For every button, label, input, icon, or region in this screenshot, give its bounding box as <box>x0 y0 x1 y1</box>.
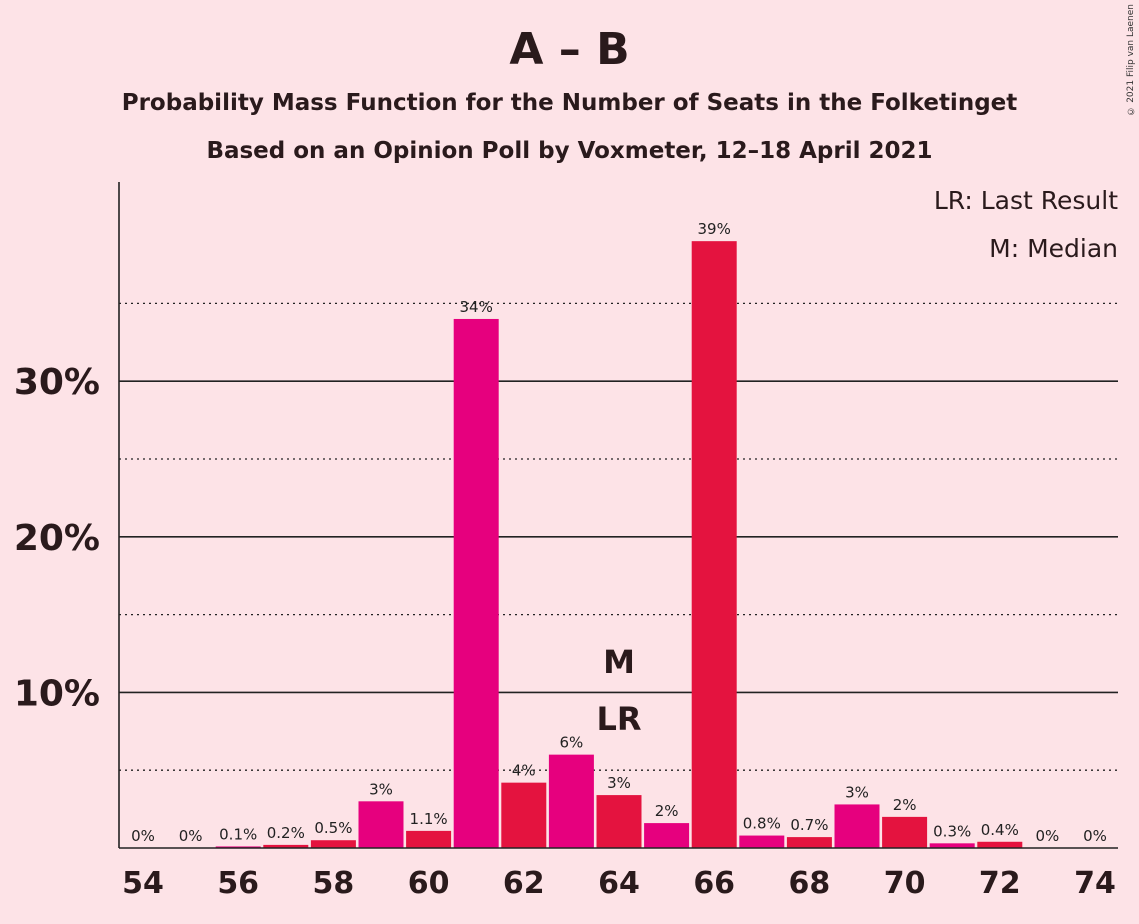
x-tick-label: 72 <box>979 866 1021 901</box>
x-tick-label: 60 <box>408 866 450 901</box>
median-marker-background <box>593 640 645 680</box>
x-tick-label: 58 <box>313 866 355 901</box>
bar-seat-58 <box>310 840 356 848</box>
bar-label-seat-56: 0.1% <box>219 825 257 843</box>
bar-label-seat-74: 0% <box>1083 827 1107 845</box>
bars <box>215 241 1023 849</box>
bar-label-seat-54: 0% <box>131 827 155 845</box>
bar-label-seat-62: 4% <box>512 762 536 780</box>
bar-seat-61 <box>453 318 499 849</box>
bar-label-seat-61: 34% <box>460 298 493 316</box>
bar-label-seat-55: 0% <box>179 827 203 845</box>
bar-label-seat-60: 1.1% <box>410 810 448 828</box>
y-tick-label: 10% <box>14 673 100 714</box>
last-result-marker: LR <box>596 700 641 738</box>
bar-value-labels: 0% 0% 0.1% 0.2% 0.5% 3% 1.1% 34% 4% 6% 3% 2% 39% 0.8%… <box>131 220 1107 845</box>
last-result-marker-background <box>589 697 649 737</box>
bar-seat-67 <box>739 835 785 848</box>
bar-seat-59 <box>358 801 404 848</box>
bar-seat-71 <box>929 843 975 848</box>
bar-seat-62 <box>501 782 547 848</box>
bar-label-seat-68: 0.7% <box>790 816 828 834</box>
bar-label-seat-73: 0% <box>1036 827 1060 845</box>
chart-subtitle: Probability Mass Function for the Number… <box>121 90 1018 116</box>
median-last-result-markers: M LR <box>589 640 649 738</box>
x-tick-label: 56 <box>217 866 259 901</box>
bar-seat-60 <box>406 830 452 848</box>
y-tick-label: 20% <box>14 518 100 559</box>
legend-last-result: LR: Last Result <box>934 186 1118 215</box>
x-tick-label: 68 <box>789 866 831 901</box>
bar-label-seat-66: 39% <box>698 220 731 238</box>
bar-seat-57 <box>263 844 309 848</box>
bar-label-seat-57: 0.2% <box>267 824 305 842</box>
x-tick-label: 54 <box>122 866 164 901</box>
bar-label-seat-63: 6% <box>560 734 584 752</box>
bar-label-seat-71: 0.3% <box>933 822 971 840</box>
grid-lines <box>119 302 1118 771</box>
legend-median: M: Median <box>989 234 1118 263</box>
bar-label-seat-65: 2% <box>655 802 679 820</box>
median-marker: M <box>603 643 635 681</box>
bar-seat-63 <box>548 754 594 848</box>
bar-label-seat-69: 3% <box>845 783 869 801</box>
bar-seat-70 <box>882 816 928 848</box>
x-tick-label: 64 <box>598 866 640 901</box>
bar-seat-66 <box>691 241 737 848</box>
chart-title: A – B <box>509 24 630 75</box>
x-tick-label: 74 <box>1074 866 1116 901</box>
bar-label-seat-67: 0.8% <box>743 815 781 833</box>
x-tick-label: 70 <box>884 866 926 901</box>
bar-seat-65 <box>644 823 690 848</box>
bar-label-seat-72: 0.4% <box>981 821 1019 839</box>
y-tick-label: 30% <box>14 362 100 403</box>
x-tick-label: 62 <box>503 866 545 901</box>
bar-label-seat-64: 3% <box>607 774 631 792</box>
bar-seat-64 <box>596 795 642 848</box>
bar-label-seat-58: 0.5% <box>314 819 352 837</box>
bar-seat-72 <box>977 841 1023 848</box>
axes: 10% 20% 30% 54 56 58 60 62 64 66 68 70 72 74 <box>14 182 1118 901</box>
bar-label-seat-59: 3% <box>369 780 393 798</box>
bar-seat-69 <box>834 804 880 848</box>
chart-subtitle-source: Based on an Opinion Poll by Voxmeter, 12… <box>206 138 933 164</box>
bar-seat-68 <box>786 837 832 848</box>
bar-label-seat-70: 2% <box>893 796 917 814</box>
x-tick-label: 66 <box>693 866 735 901</box>
